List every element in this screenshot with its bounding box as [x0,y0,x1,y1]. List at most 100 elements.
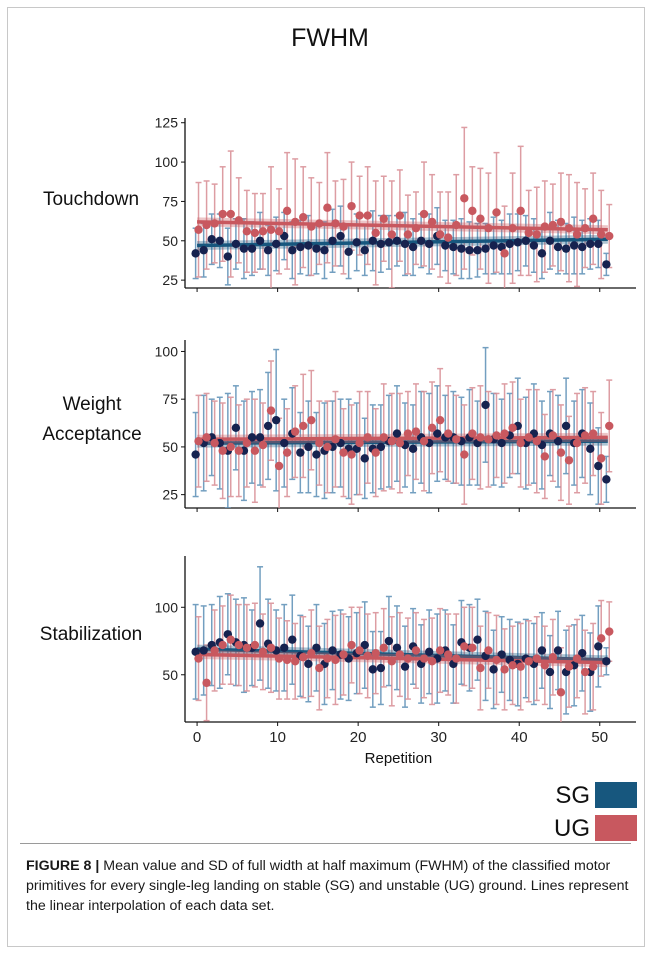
data-point-ug [250,640,260,650]
data-point-ug [299,653,308,662]
data-point-ug [588,429,598,438]
data-point-ug [210,646,219,655]
data-point-ug [355,646,364,655]
data-point-ug [468,206,477,216]
data-point-ug [500,665,509,674]
x-tick-label: 20 [350,729,367,746]
data-point-ug [266,643,276,652]
data-point-sg [392,236,402,245]
data-point-sg [513,238,522,247]
data-point-ug [218,209,227,219]
legend: SG UG [554,782,637,842]
data-point-ug [540,661,550,670]
data-point-sg [199,246,208,255]
y-tick-label: 25 [162,487,178,503]
data-point-ug [476,214,485,223]
data-point-ug [299,421,308,431]
data-point-ug [492,655,501,665]
data-point-sg [304,659,313,669]
data-point-sg [304,241,313,250]
data-point-sg [191,647,200,657]
data-point-sg [433,429,442,438]
data-point-ug [202,220,211,230]
data-point-sg [578,648,587,658]
data-point-ug [242,643,252,652]
data-point-ug [605,627,614,636]
data-point-ug [299,212,308,222]
data-point-ug [347,640,356,650]
data-point-sg [207,235,216,244]
data-point-ug [403,429,413,438]
data-point-sg [191,249,200,258]
data-point-ug [580,431,590,440]
data-point-ug [532,654,541,663]
data-point-ug [218,446,227,455]
data-point-sg [384,238,394,247]
data-point-ug [572,230,582,239]
data-point-ug [242,227,252,236]
data-point-sg [255,433,265,442]
data-point-sg [384,636,394,646]
data-point-ug [234,446,243,455]
data-point-sg [296,448,305,457]
legend-label-ug: UG [554,815,590,842]
panel-label: Acceptance [42,424,141,445]
data-point-ug [500,429,509,438]
data-point-sg [263,421,273,431]
data-point-sg [465,246,474,255]
data-point-ug [331,655,340,665]
data-point-ug [210,219,219,228]
data-point-sg [497,650,506,659]
data-point-ug [274,461,284,471]
data-point-ug [532,436,541,446]
data-point-ug [492,431,501,440]
data-point-ug [194,225,203,234]
data-point-ug [258,227,268,236]
data-point-ug [468,643,477,652]
data-point-sg [537,646,547,655]
data-point-ug [355,438,364,448]
data-point-ug [452,220,461,230]
data-point-ug [556,688,566,697]
data-point-sg [312,244,321,253]
data-point-ug [395,650,405,659]
data-point-ug [556,448,566,457]
data-point-ug [435,415,445,425]
data-point-ug [250,228,260,238]
data-point-ug [210,438,219,448]
data-point-ug [460,450,469,459]
data-point-ug [387,436,397,446]
data-point-ug [202,433,211,442]
figure-caption: FIGURE 8 | Mean value and SD of full wid… [26,856,631,916]
data-point-ug [476,663,485,673]
data-point-sg [521,236,531,245]
data-point-sg [231,423,241,433]
data-point-ug [379,643,388,652]
data-point-ug [387,657,397,666]
data-point-sg [586,444,595,454]
data-point-ug [597,230,606,239]
data-point-sg [561,421,571,431]
data-point-sg [529,241,539,250]
data-point-sg [457,244,466,253]
data-point-sg [578,242,587,252]
data-point-sg [336,231,345,241]
data-point-ug [202,678,211,688]
trend-line-ug [197,435,608,442]
data-point-sg [553,436,563,446]
data-point-sg [328,646,337,655]
data-point-ug [484,646,493,655]
data-point-sg [505,239,514,249]
data-point-ug [307,415,316,425]
legend-swatch-ug [595,815,637,841]
data-point-ug [282,448,292,457]
plot-area [191,566,614,722]
y-tick-label: 50 [162,439,178,455]
y-tick-label: 50 [162,233,178,249]
data-point-ug [339,650,348,659]
data-point-ug [258,440,268,450]
data-point-sg [424,647,434,657]
data-point-ug [307,648,316,658]
data-point-ug [307,222,316,231]
x-tick-label: 30 [430,729,447,746]
